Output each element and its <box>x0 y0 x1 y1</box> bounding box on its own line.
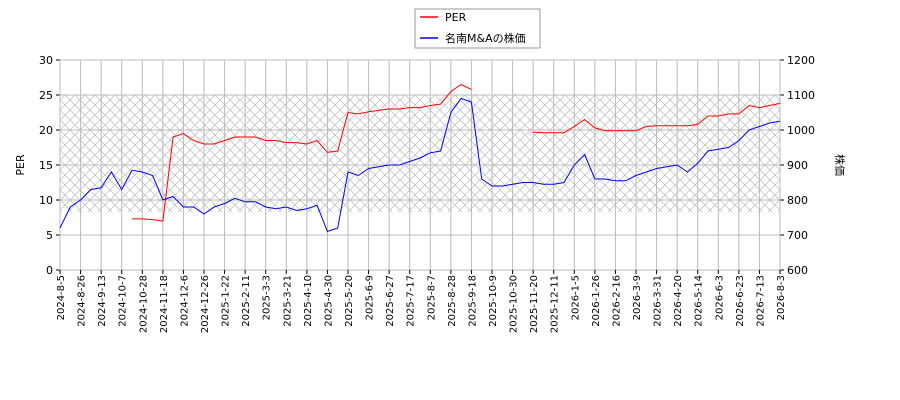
x-tick-label: 2025-10-9 <box>488 275 499 327</box>
x-tick-label: 2025-7-17 <box>406 275 417 327</box>
x-tick-label: 2025-2-11 <box>241 275 252 327</box>
x-tick-label: 2025-8-7 <box>426 275 437 320</box>
series-line <box>132 83 781 222</box>
y2-tick-label: 1200 <box>787 54 815 67</box>
x-tick-label: 2024-8-5 <box>56 275 67 320</box>
x-tick-label: 2025-3-21 <box>282 275 293 327</box>
x-tick-label: 2026-6-3 <box>714 275 725 320</box>
y-tick-label: 30 <box>39 54 53 67</box>
y-tick-label: 10 <box>39 194 53 207</box>
x-tick-label: 2024-12-6 <box>179 275 190 327</box>
y-axis-label: PER <box>14 154 27 176</box>
x-tick-label: 2025-8-28 <box>447 275 458 327</box>
x-tick-label: 2026-2-16 <box>611 275 622 327</box>
y-tick-label: 20 <box>39 124 53 137</box>
y2-tick-label: 700 <box>787 229 808 242</box>
legend-box <box>414 8 541 49</box>
x-tick-label: 2025-10-30 <box>509 275 520 333</box>
y-tick-label: 25 <box>39 89 53 102</box>
x-tick-label: 2025-6-27 <box>385 275 396 327</box>
x-tick-label: 2024-9-13 <box>97 275 108 327</box>
x-tick-label: 2025-9-18 <box>467 275 478 327</box>
y2-tick-label: 1000 <box>787 124 815 137</box>
y2-tick-label: 800 <box>787 194 808 207</box>
x-tick-label: 2025-11-20 <box>529 275 540 333</box>
x-tick-label: 2024-10-28 <box>138 275 149 333</box>
x-tick-label: 2026-6-23 <box>735 275 746 327</box>
range-band <box>60 95 780 212</box>
x-tick-label: 2024-10-7 <box>118 275 129 327</box>
y-tick-label: 0 <box>46 264 53 277</box>
y2-tick-label: 1100 <box>787 89 815 102</box>
x-tick-label: 2026-4-20 <box>673 275 684 327</box>
x-tick-label: 2026-1-5 <box>570 275 581 320</box>
x-tick-label: 2025-3-3 <box>262 275 273 320</box>
y-tick-label: 15 <box>39 159 53 172</box>
series-line <box>59 97 781 233</box>
x-tick-label: 2026-7-13 <box>755 275 766 327</box>
x-tick-label: 2026-3-9 <box>632 275 643 320</box>
legend-label: PER <box>445 11 467 24</box>
y2-tick-label: 600 <box>787 264 808 277</box>
y2-tick-label: 900 <box>787 159 808 172</box>
legend-label: 名南M&Aの株価 <box>445 31 526 45</box>
x-tick-label: 2026-1-26 <box>591 275 602 327</box>
x-tick-label: 2024-12-26 <box>200 275 211 333</box>
x-tick-label: 2026-8-3 <box>776 275 787 320</box>
x-tick-label: 2024-8-26 <box>77 275 88 327</box>
y2-axis-label: 株価 <box>833 154 847 176</box>
y-tick-label: 5 <box>46 229 53 242</box>
x-tick-label: 2025-12-11 <box>550 275 561 333</box>
x-tick-label: 2025-5-20 <box>344 275 355 327</box>
x-tick-label: 2024-11-18 <box>159 275 170 333</box>
x-tick-label: 2025-1-22 <box>221 275 232 327</box>
x-tick-label: 2026-5-14 <box>694 275 705 327</box>
x-tick-label: 2026-3-31 <box>653 275 664 327</box>
x-tick-label: 2025-4-10 <box>303 275 314 327</box>
x-tick-label: 2025-4-30 <box>323 275 334 327</box>
x-tick-label: 2025-6-9 <box>365 275 376 320</box>
